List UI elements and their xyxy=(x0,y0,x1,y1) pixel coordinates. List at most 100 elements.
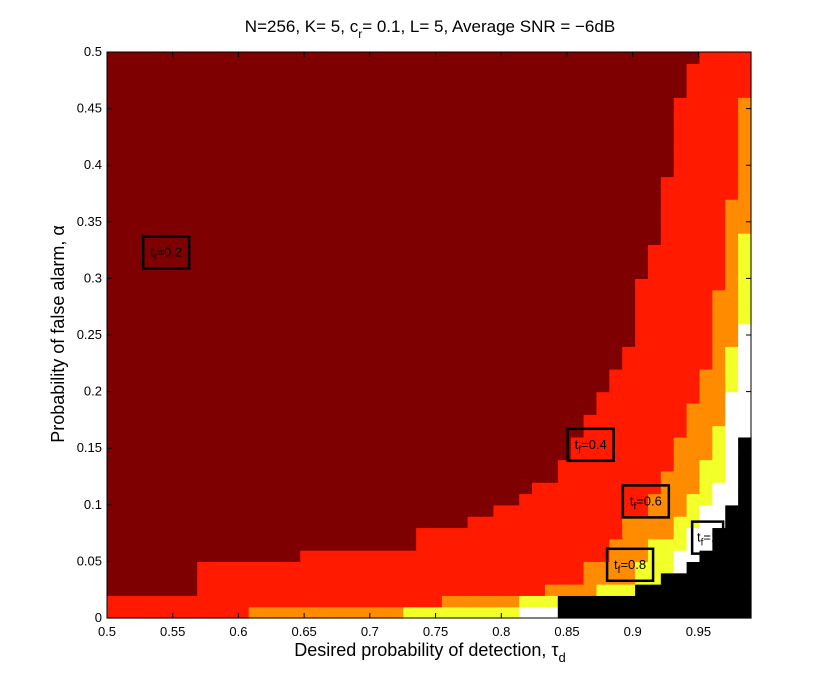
heatmap-cell-level-0.2 xyxy=(300,402,314,415)
heatmap-cell-level-0.2 xyxy=(390,538,404,551)
heatmap-cell-level-0.4 xyxy=(300,561,314,574)
heatmap-cell-level-0.2 xyxy=(364,482,379,495)
heatmap-cell-level-0.2 xyxy=(210,153,224,166)
heatmap-cell-level-0.2 xyxy=(248,52,263,64)
heatmap-cell-level-0.2 xyxy=(132,550,147,562)
heatmap-cell-level-0.2 xyxy=(274,357,288,370)
heatmap-cell-level-0.2 xyxy=(197,335,211,347)
heatmap-cell-level-0.2 xyxy=(519,199,533,212)
heatmap-cell-level-0.2 xyxy=(313,436,327,449)
heatmap-cell-level-0.2 xyxy=(390,142,404,155)
heatmap-cell-level-0.2 xyxy=(222,323,237,336)
heatmap-cell-level-0.4 xyxy=(725,52,739,64)
heatmap-cell-level-0.2 xyxy=(145,187,160,200)
heatmap-cell-level-0.2 xyxy=(300,482,314,495)
heatmap-cell-level-0.2 xyxy=(210,165,224,178)
heatmap-cell-level-0.2 xyxy=(467,380,482,393)
heatmap-cell-level-0.2 xyxy=(583,402,598,415)
heatmap-cell-level-0.2 xyxy=(158,550,172,562)
heatmap-cell-level-0.4 xyxy=(596,414,610,427)
heatmap-cell-level-0.6 xyxy=(686,470,701,483)
heatmap-cell-level-0.2 xyxy=(107,425,121,438)
heatmap-cell-level-0.2 xyxy=(325,176,340,189)
heatmap-cell-level-0.6 xyxy=(712,357,726,370)
heatmap-cell-level-0.2 xyxy=(596,221,610,234)
heatmap-cell-level-0.2 xyxy=(300,119,314,132)
heatmap-cell-level-0.2 xyxy=(351,131,366,144)
heatmap-cell-level-0.2 xyxy=(287,425,301,438)
heatmap-cell-level-0.4 xyxy=(609,504,623,517)
heatmap-cell-level-0.2 xyxy=(158,119,172,132)
heatmap-cell-level-0.2 xyxy=(261,119,276,132)
heatmap-cell-level-0.2 xyxy=(609,52,623,64)
heatmap-cell-level-0.2 xyxy=(454,97,469,110)
heatmap-cell-level-0.2 xyxy=(609,335,623,347)
heatmap-cell-level-0.2 xyxy=(454,176,469,189)
heatmap-cell-level-0.2 xyxy=(248,131,263,144)
heatmap-cell-level-0.4 xyxy=(699,312,713,325)
heatmap-cell-level-0.2 xyxy=(506,131,520,144)
heatmap-cell-level-0.2 xyxy=(660,63,675,76)
heatmap-cell-level-0.2 xyxy=(132,187,147,200)
heatmap-cell-level-0.2 xyxy=(570,187,585,200)
heatmap-cell-level-0.6 xyxy=(660,470,675,483)
heatmap-cell-level-0.2 xyxy=(248,470,263,483)
heatmap-cell-level-0.2 xyxy=(364,301,379,313)
heatmap-cell-level-0.8 xyxy=(609,584,623,596)
heatmap-cell-level-0.8 xyxy=(493,606,507,619)
heatmap-cell-level-0.2 xyxy=(467,414,482,427)
heatmap-cell-level-0.2 xyxy=(287,448,301,461)
heatmap-cell-level-0.6 xyxy=(725,221,739,234)
heatmap-cell-level-0.2 xyxy=(454,210,469,223)
heatmap-cell-level-0.4 xyxy=(699,233,713,246)
heatmap-cell-level-0.2 xyxy=(235,210,250,223)
heatmap-cell-level-0.2 xyxy=(274,516,288,529)
heatmap-cell-level-0.8 xyxy=(635,561,649,574)
heatmap-cell-level-0.2 xyxy=(557,187,572,200)
heatmap-cell-level-0.2 xyxy=(416,402,430,415)
heatmap-cell-level-0.2 xyxy=(235,131,250,144)
heatmap-cell-level-0.2 xyxy=(647,142,662,155)
heatmap-cell-level-0.4 xyxy=(557,516,572,529)
heatmap-cell-level-0.2 xyxy=(532,414,546,427)
heatmap-cell-level-0.2 xyxy=(467,493,482,506)
heatmap-cell-level-0.4 xyxy=(557,459,572,472)
heatmap-cell-level-0.2 xyxy=(184,346,198,359)
heatmap-cell-level-0.2 xyxy=(145,221,160,234)
heatmap-cell-level-0.2 xyxy=(107,210,121,223)
heatmap-cell-level-0.8 xyxy=(596,584,610,596)
heatmap-cell-level-0.2 xyxy=(429,97,443,110)
heatmap-cell-level-0.2 xyxy=(416,210,430,223)
heatmap-cell-level-0.2 xyxy=(300,233,314,246)
heatmap-cell-level-0.2 xyxy=(377,402,391,415)
heatmap-cell-level-0.2 xyxy=(119,414,134,427)
heatmap-cell-level-0.4 xyxy=(377,550,391,562)
heatmap-cell-level-0.2 xyxy=(132,131,147,144)
annotation-box xyxy=(605,547,655,583)
heatmap-cell-level-0.2 xyxy=(467,52,482,64)
heatmap-cell-level-0.2 xyxy=(519,278,533,291)
heatmap-cell-level-0.2 xyxy=(429,436,443,449)
heatmap-cell-level-1 xyxy=(712,550,726,562)
heatmap-cell-level-0.4 xyxy=(712,153,726,166)
heatmap-cell-level-0.2 xyxy=(107,52,121,64)
heatmap-cell-level-0.2 xyxy=(210,278,224,291)
heatmap-cell-level-0.8 xyxy=(712,470,726,483)
heatmap-cell-level-1 xyxy=(583,595,598,608)
heatmap-cell-level-0.6 xyxy=(699,391,713,404)
heatmap-cell-level-0.8 xyxy=(738,233,752,246)
heatmap-cell-level-0.2 xyxy=(313,414,327,427)
heatmap-cell-white xyxy=(673,550,688,562)
heatmap-cell-level-0.2 xyxy=(544,301,559,313)
heatmap-cell-level-0.2 xyxy=(403,380,417,393)
heatmap-cell-level-0.2 xyxy=(338,459,353,472)
heatmap-cell-level-0.4 xyxy=(338,595,353,608)
heatmap-cell-level-1 xyxy=(725,572,739,585)
heatmap-cell-level-0.2 xyxy=(506,312,520,325)
heatmap-cell-level-0.2 xyxy=(570,210,585,223)
heatmap-cell-level-0.2 xyxy=(222,108,237,121)
heatmap-cell-level-0.2 xyxy=(390,255,404,268)
heatmap-cell-level-0.4 xyxy=(699,85,713,98)
heatmap-cell-level-0.2 xyxy=(441,436,456,449)
heatmap-cell-level-0.2 xyxy=(570,301,585,313)
